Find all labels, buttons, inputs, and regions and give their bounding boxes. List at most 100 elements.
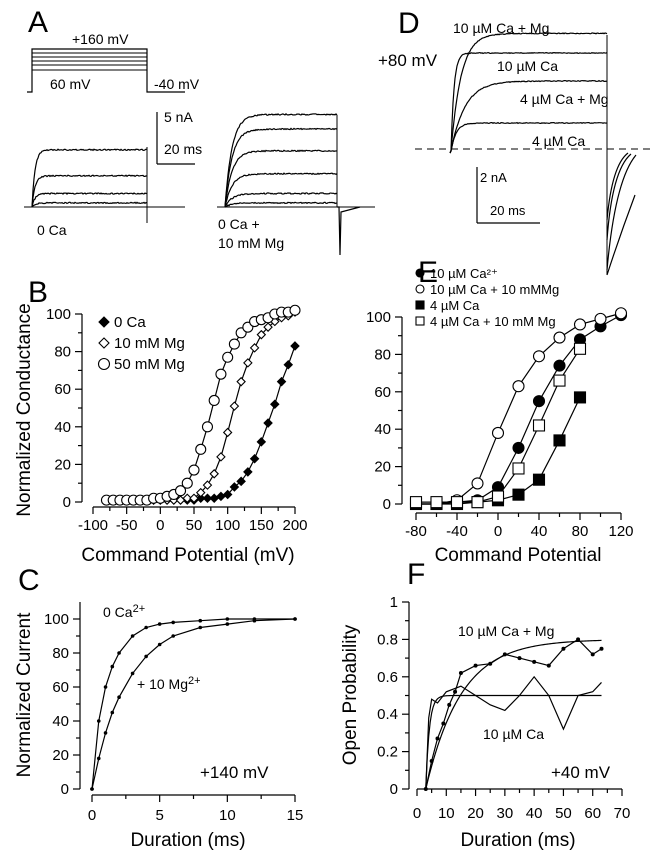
e-legend-label: 4 µM Ca + 10 mM Mg (430, 314, 556, 329)
f-data-point (591, 652, 595, 656)
c-data-point (158, 643, 162, 647)
e-data-point (513, 442, 524, 453)
b-legend-label: 10 mM Mg (114, 335, 185, 352)
b-data-point (271, 400, 279, 408)
b-data-point (251, 344, 259, 352)
f-data-point (561, 647, 565, 651)
e-data-point (575, 392, 586, 403)
c-data-point (158, 622, 162, 626)
c-y-tick-label: 40 (52, 713, 69, 730)
e-data-point (513, 463, 524, 474)
f-data-point (436, 737, 440, 741)
f-label-ca-mg: 10 µM Ca + Mg (458, 623, 554, 639)
e-data-point (472, 478, 483, 489)
b-data-point (210, 470, 218, 478)
c-data-point (131, 634, 135, 638)
b-legend-marker (99, 317, 109, 327)
scale-time-label: 20 ms (164, 141, 202, 157)
e-fit-line-0 (416, 315, 621, 504)
e-data-point (595, 313, 606, 324)
e-data-point (534, 351, 545, 362)
e-data-point (493, 491, 504, 502)
trace-label-d-1: 10 µM Ca (497, 58, 558, 74)
b-y-tick-label: 0 (63, 494, 71, 511)
f-label-ca: 10 µM Ca (483, 726, 544, 742)
b-y-tick-label: 60 (54, 381, 71, 398)
b-y-axis-title: Normalized Conductance (14, 303, 35, 516)
e-data-point (554, 360, 565, 371)
b-data-point (290, 305, 300, 315)
d-tail-current (607, 155, 636, 270)
b-data-point (230, 402, 238, 410)
e-x-tick-label: 40 (531, 523, 548, 540)
scale-current-label: 5 nA (164, 109, 193, 125)
f-y-tick-label: 0 (390, 781, 398, 798)
c-data-point (144, 626, 148, 630)
e-data-point (431, 497, 442, 508)
b-legend-label: 0 Ca (114, 314, 146, 331)
f-data-point (453, 690, 457, 694)
e-data-point (554, 375, 565, 386)
c-x-tick-label: 5 (155, 807, 163, 824)
f-x-tick-label: 50 (555, 805, 572, 822)
c-x-tick-label: 0 (88, 807, 96, 824)
b-data-point (284, 361, 292, 369)
c-data-point (97, 719, 101, 723)
a-0ca-current-trace (32, 202, 147, 206)
c-y-tick-label: 60 (52, 679, 69, 696)
voltage-label-d: +80 mV (378, 51, 438, 70)
c-data-point (226, 617, 230, 621)
c-data-point (198, 626, 202, 630)
e-legend-marker (416, 301, 424, 309)
f-y-tick-label: 0.6 (377, 669, 398, 686)
b-data-point (237, 378, 245, 386)
panel-letter-f: F (407, 558, 425, 591)
f-y-tick-label: 0.4 (377, 706, 398, 723)
c-data-point (97, 757, 101, 761)
c-label-0ca: 0 Ca2+ (103, 603, 145, 620)
e-data-point (472, 497, 483, 508)
e-legend-marker (416, 269, 424, 277)
c-y-axis-title: Normalized Current (14, 612, 35, 777)
e-data-point (534, 474, 545, 485)
e-data-point (534, 420, 545, 431)
c-x-axis-title: Duration (ms) (130, 830, 245, 851)
c-y-tick-label: 0 (61, 781, 69, 798)
b-x-tick-label: 0 (156, 517, 164, 534)
e-x-tick-label: 80 (572, 523, 589, 540)
c-y-tick-label: 80 (52, 645, 69, 662)
b-y-tick-label: 80 (54, 344, 71, 361)
e-y-tick-label: 0 (383, 496, 391, 513)
panel-letter-c: C (18, 564, 40, 597)
f-data-point (600, 647, 604, 651)
c-data-point (104, 685, 108, 689)
e-data-point (513, 489, 524, 500)
e-y-tick-label: 100 (366, 309, 391, 326)
e-data-point (513, 381, 524, 392)
b-x-tick-label: -50 (116, 517, 138, 534)
c-data-point (171, 634, 175, 638)
e-x-tick-label: 120 (608, 523, 633, 540)
b-data-point (224, 428, 232, 436)
protocol-tail-label: -40 mV (154, 76, 200, 92)
scale-current-label-d: 2 nA (480, 170, 507, 185)
protocol-bottom-label: 60 mV (50, 76, 91, 92)
b-legend-marker (99, 359, 110, 370)
c-data-point (111, 665, 115, 669)
c-y-tick-label: 20 (52, 747, 69, 764)
b-data-point (244, 359, 252, 367)
trace-label-0ca: 0 Ca (37, 222, 67, 238)
e-data-point (554, 332, 565, 343)
c-data-point (104, 731, 108, 735)
f-y-tick-label: 0.8 (377, 631, 398, 648)
c-data-point (117, 695, 121, 699)
f-data-point (447, 703, 451, 707)
e-legend-label: 4 µM Ca (430, 298, 480, 313)
c-data-point (226, 622, 230, 626)
f-data-point (459, 671, 463, 675)
b-data-point (217, 492, 225, 500)
c-label-mg: + 10 Mg2+ (137, 675, 201, 692)
a-mg-current-trace (225, 128, 337, 207)
